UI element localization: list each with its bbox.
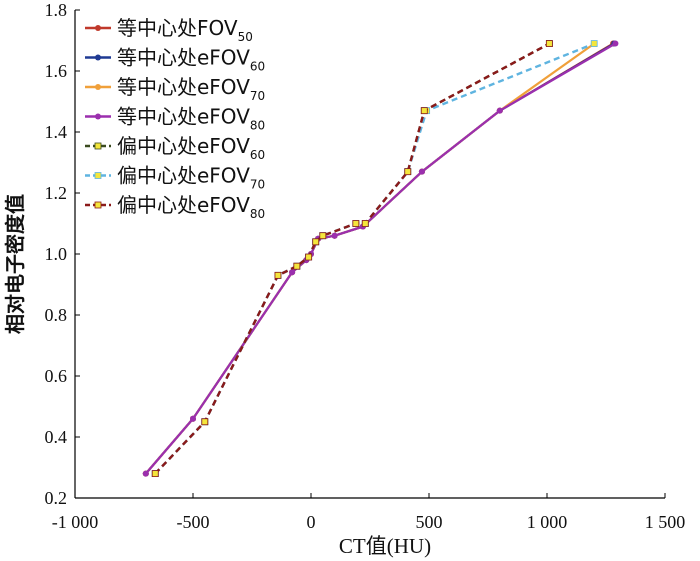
series-line	[154, 42, 550, 475]
legend-label: 偏中心处eFOV60	[117, 134, 265, 162]
legend-marker	[94, 142, 102, 150]
y-tick-label: 0.4	[45, 427, 68, 447]
legend-subscript: 80	[250, 119, 265, 133]
legend-subscript: 70	[250, 178, 265, 192]
legend-subscript: 80	[250, 207, 265, 221]
data-point	[590, 40, 598, 47]
legend-subscript: 60	[250, 148, 265, 162]
legend-label: 等中心处FOV50	[117, 16, 253, 44]
legend-item: 偏中心处eFOV70	[85, 164, 265, 192]
data-point	[151, 470, 159, 478]
y-tick-label: 1.0	[45, 244, 68, 264]
legend-subscript: 50	[238, 30, 253, 44]
series-lines	[142, 40, 619, 478]
data-point	[545, 40, 553, 47]
data-point	[190, 415, 196, 422]
data-point	[420, 107, 428, 115]
y-ticks: 0.2 0.4 0.6 0.8 1.0 1.2 1.4 1.6 1.8	[45, 0, 80, 508]
legend-label: 等中心处eFOV70	[117, 75, 265, 103]
legend-label: 等中心处eFOV60	[117, 46, 265, 74]
data-point	[142, 470, 149, 477]
data-point	[201, 418, 209, 426]
x-axis-title: CT值(HU)	[339, 534, 431, 558]
x-tick-label: 500	[416, 512, 443, 532]
legend-item: 等中心处eFOV60	[85, 46, 265, 74]
data-point	[612, 40, 619, 47]
y-tick-label: 0.2	[45, 488, 68, 508]
legend-item: 等中心处FOV50	[85, 16, 253, 44]
data-point	[274, 271, 282, 279]
legend-label: 等中心处eFOV80	[117, 105, 265, 133]
y-tick-label: 1.8	[45, 0, 68, 20]
data-point	[352, 220, 360, 227]
legend-marker	[95, 113, 101, 120]
x-ticks: -1 000 -500 0 500 1 000 1 500	[52, 493, 686, 532]
y-axis-title: 相对电子密度值	[3, 194, 27, 334]
data-point	[289, 269, 296, 276]
legend-item: 偏中心处eFOV80	[85, 193, 265, 221]
legend-item: 偏中心处eFOV60	[85, 134, 265, 162]
data-point	[319, 232, 327, 240]
legend-marker	[95, 84, 101, 90]
y-tick-label: 1.6	[45, 61, 68, 81]
data-point	[305, 253, 313, 261]
y-tick-label: 1.4	[45, 122, 68, 142]
legend-subscript: 60	[250, 60, 265, 74]
y-tick-label: 0.6	[45, 366, 68, 386]
legend-marker	[95, 54, 101, 61]
legend-item: 等中心处eFOV70	[85, 75, 265, 103]
legend-marker	[95, 25, 101, 31]
x-tick-label: -500	[177, 512, 210, 532]
legend-marker	[94, 201, 102, 209]
y-tick-label: 1.2	[45, 183, 68, 203]
legend-item: 等中心处eFOV80	[85, 105, 265, 133]
legend-label: 偏中心处eFOV80	[117, 193, 265, 221]
data-point	[312, 238, 320, 246]
legend-marker	[94, 172, 102, 179]
data-point	[293, 262, 301, 270]
data-point	[331, 232, 338, 239]
x-tick-label: 1 500	[645, 512, 686, 532]
series-7	[151, 40, 553, 478]
data-point	[361, 220, 369, 227]
legend-label: 偏中心处eFOV70	[117, 164, 265, 192]
x-tick-label: 1 000	[527, 512, 568, 532]
legend-subscript: 70	[250, 89, 265, 103]
data-point	[404, 168, 412, 176]
data-point	[496, 107, 503, 114]
x-tick-label: 0	[307, 512, 316, 532]
data-point	[418, 168, 425, 175]
legend: 等中心处FOV50等中心处eFOV60等中心处eFOV70等中心处eFOV80偏…	[85, 16, 265, 221]
x-tick-label: -1 000	[52, 512, 99, 532]
y-tick-label: 0.8	[45, 305, 68, 325]
